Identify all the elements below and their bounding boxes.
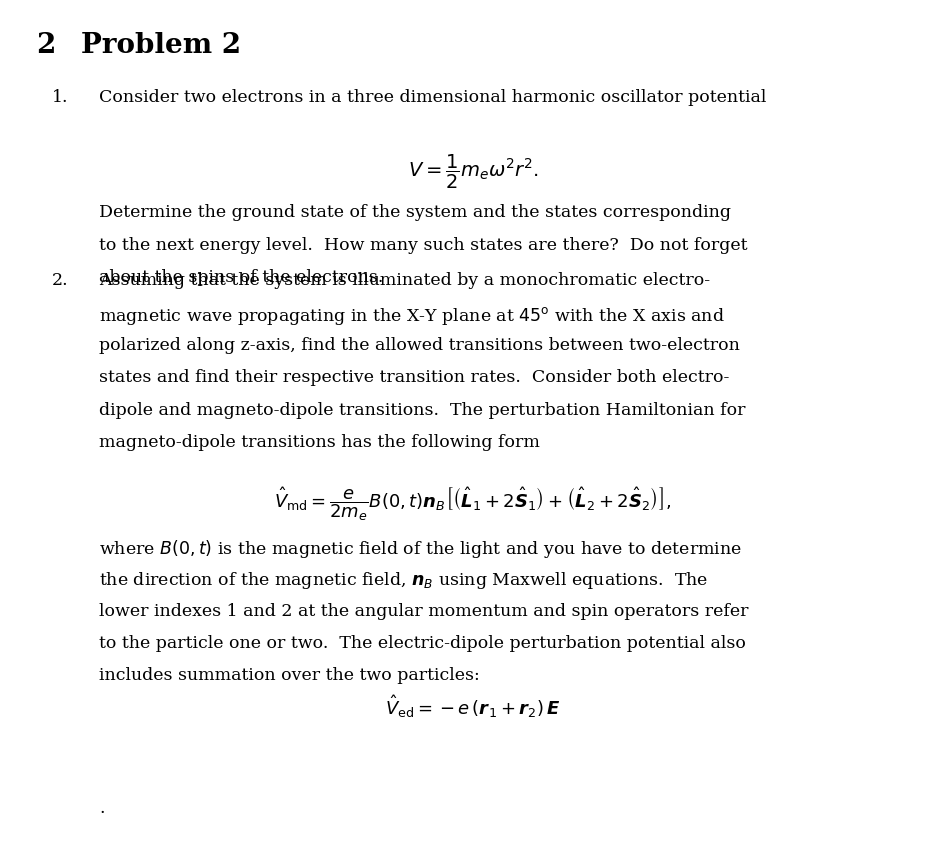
Text: Assuming that the system is illuminated by a monochromatic electro-: Assuming that the system is illuminated … [99,272,710,289]
Text: 2: 2 [36,32,55,60]
Text: where $B(0,t)$ is the magnetic field of the light and you have to determine: where $B(0,t)$ is the magnetic field of … [99,538,743,560]
Text: 1.: 1. [52,89,68,106]
Text: $\hat{V}_{\mathrm{ed}} = -e\,(\boldsymbol{r}_1 + \boldsymbol{r}_2)\,\boldsymbol{: $\hat{V}_{\mathrm{ed}} = -e\,(\boldsymbo… [385,694,561,720]
Text: about the spins of the electrons.: about the spins of the electrons. [99,269,384,286]
Text: Consider two electrons in a three dimensional harmonic oscillator potential: Consider two electrons in a three dimens… [99,89,766,106]
Text: $V = \dfrac{1}{2}m_e\omega^2 r^2.$: $V = \dfrac{1}{2}m_e\omega^2 r^2.$ [408,153,538,191]
Text: to the particle one or two.  The electric-dipole perturbation potential also: to the particle one or two. The electric… [99,635,746,652]
Text: Problem 2: Problem 2 [81,32,241,60]
Text: magnetic wave propagating in the X-Y plane at $45^\mathrm{o}$ with the X axis an: magnetic wave propagating in the X-Y pla… [99,305,725,327]
Text: 2.: 2. [52,272,69,289]
Text: $\hat{V}_{\mathrm{md}} = \dfrac{e}{2m_e}B(0,t)\boldsymbol{n}_B\left[\left(\hat{\: $\hat{V}_{\mathrm{md}} = \dfrac{e}{2m_e}… [274,485,672,523]
Text: magneto-dipole transitions has the following form: magneto-dipole transitions has the follo… [99,434,540,451]
Text: states and find their respective transition rates.  Consider both electro-: states and find their respective transit… [99,369,729,386]
Text: .: . [99,800,105,817]
Text: polarized along z-axis, find the allowed transitions between two-electron: polarized along z-axis, find the allowed… [99,337,740,354]
Text: lower indexes 1 and 2 at the angular momentum and spin operators refer: lower indexes 1 and 2 at the angular mom… [99,603,749,620]
Text: to the next energy level.  How many such states are there?  Do not forget: to the next energy level. How many such … [99,237,748,254]
Text: Determine the ground state of the system and the states corresponding: Determine the ground state of the system… [99,204,731,221]
Text: the direction of the magnetic field, $\boldsymbol{n}_B$ using Maxwell equations.: the direction of the magnetic field, $\b… [99,570,709,591]
Text: dipole and magneto-dipole transitions.  The perturbation Hamiltonian for: dipole and magneto-dipole transitions. T… [99,402,745,419]
Text: includes summation over the two particles:: includes summation over the two particle… [99,667,480,684]
